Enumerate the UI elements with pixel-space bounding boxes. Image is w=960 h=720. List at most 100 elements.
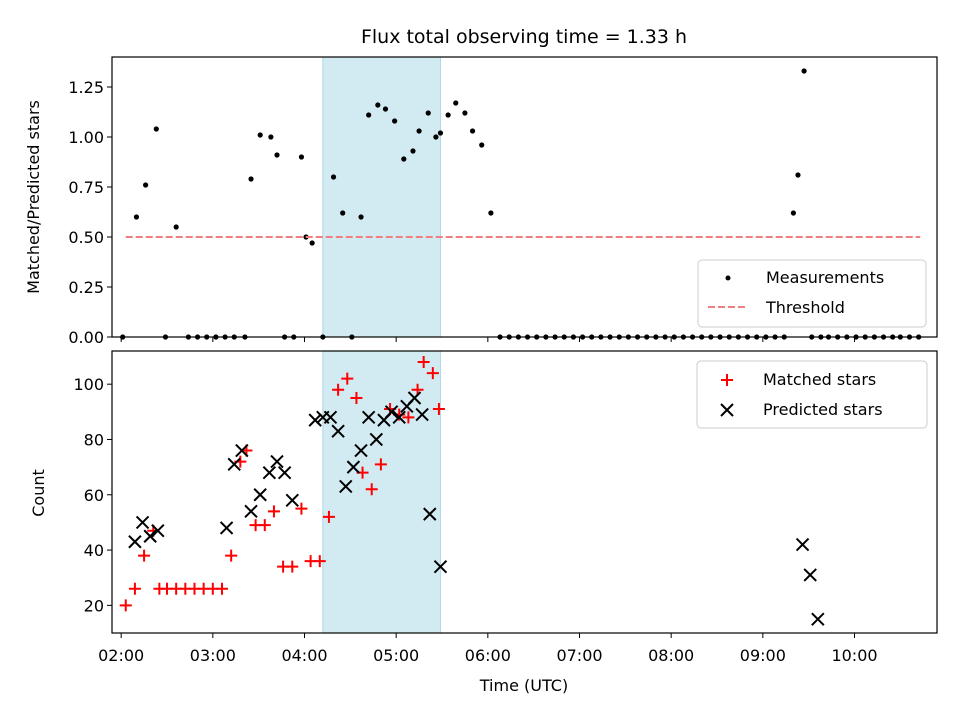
measurements-point [133, 214, 140, 220]
measurements-point [462, 110, 468, 116]
predicted-stars-point [392, 410, 406, 425]
y-tick-label: 0.50 [68, 228, 104, 247]
measurements-point [274, 152, 280, 158]
measurements-point [453, 100, 459, 106]
predicted-stars-point [384, 405, 399, 419]
legend-predicted-marker [720, 403, 734, 417]
y-tick-label: 0.75 [68, 178, 104, 197]
predicted-stars-point [219, 521, 234, 535]
legend-matched-marker [721, 374, 733, 386]
measurements-point [268, 134, 274, 140]
predicted-stars-point [235, 443, 249, 458]
predicted-stars-point [811, 612, 825, 626]
predicted-stars-point [227, 457, 241, 472]
predicted-stars-point [323, 410, 338, 425]
predicted-stars-point [277, 465, 292, 480]
x-tick-label: 08:00 [648, 646, 694, 665]
matched-stars-point [138, 549, 151, 562]
matched-stars-point [295, 502, 308, 515]
measurements-point [309, 240, 315, 246]
legend-threshold-label: Threshold [765, 298, 845, 317]
measurements-point [479, 142, 485, 148]
measurements-point [433, 134, 439, 140]
matched-stars-point [286, 560, 299, 573]
predicted-stars-point [354, 443, 368, 458]
measurements-point [437, 130, 444, 136]
measurements-point [425, 110, 431, 116]
bottom-plot-area: 20 40 60 80 100 02:00 03:00 04:00 05:00 06:00 07:0… [73, 350, 938, 665]
top-plot-area: 0.00 0.25 0.50 0.75 1.00 1.25 [68, 56, 938, 347]
x-tick-label: 10:00 [831, 646, 877, 665]
predicted-stars-point [143, 529, 157, 543]
predicted-stars-point [795, 537, 810, 552]
predicted-stars-point [346, 460, 361, 474]
matched-stars-point [225, 549, 238, 562]
predicted-stars-point [270, 454, 284, 469]
measurements-point [790, 210, 796, 216]
chart-title: Flux total observing time = 1.33 h [361, 26, 687, 48]
predicted-stars-point [369, 432, 384, 447]
predicted-stars-point [361, 410, 376, 425]
y-tick-label: 100 [73, 375, 104, 394]
legend-matched-label: Matched stars [763, 370, 876, 389]
legend-predicted-label: Predicted stars [763, 400, 883, 419]
bottom-y-axis-label: Count [29, 469, 48, 517]
measurements-point [298, 154, 305, 160]
x-tick-label: 03:00 [190, 646, 236, 665]
x-tick-label: 02:00 [98, 646, 144, 665]
axes-frame-1 [111, 350, 938, 634]
observing-span-1 [322, 350, 441, 634]
predicted-stars-point [339, 479, 353, 494]
x-tick-label: 07:00 [556, 646, 602, 665]
x-tick-label: 04:00 [281, 646, 327, 665]
matched-stars-point [350, 392, 363, 404]
measurements-point [257, 132, 263, 138]
measurements-point [248, 176, 254, 182]
measurements-point [153, 126, 159, 132]
predicted-stars-point [253, 488, 267, 502]
matched-stars-point [216, 582, 228, 595]
predicted-stars-point [423, 507, 437, 521]
matched-stars-point [432, 403, 445, 416]
measurements-point [366, 112, 372, 118]
matched-stars-point [374, 458, 387, 471]
y-tick-label: 80 [84, 430, 104, 449]
matched-stars-point [341, 372, 354, 385]
top-legend: Measurements Threshold [697, 259, 927, 328]
measurements-point [795, 172, 801, 178]
measurements-point [416, 128, 422, 134]
predicted-stars-point [128, 535, 142, 549]
y-tick-label: 20 [84, 596, 104, 615]
x-axis-label: Time (UTC) [479, 676, 568, 695]
matched-stars-point [322, 510, 335, 523]
measurements-point [340, 210, 346, 216]
matched-stars-point [417, 356, 430, 369]
measurements-point [143, 182, 149, 188]
measurements-point [358, 214, 364, 220]
predicted-stars-point [285, 493, 299, 508]
measurements-point [173, 224, 179, 230]
legend-measurements-label: Measurements [766, 268, 884, 287]
matched-stars-point [402, 411, 415, 424]
measurements-point [469, 128, 476, 134]
matched-stars-point [426, 367, 439, 380]
observing-span-0 [322, 56, 441, 338]
predicted-stars-point [415, 407, 429, 422]
measurements-point [488, 210, 494, 216]
matched-stars-point [267, 505, 280, 518]
measurements-point [382, 106, 389, 112]
predicted-stars-point [151, 523, 165, 538]
predicted-stars-point [407, 391, 422, 405]
predicted-stars-point [308, 413, 322, 427]
matched-stars-point [258, 519, 271, 532]
measurements-point [401, 156, 407, 162]
top-legend-frame [697, 259, 927, 328]
matched-stars-point [119, 599, 132, 612]
y-tick-label: 40 [84, 541, 104, 560]
predicted-stars-point [262, 465, 277, 480]
y-tick-label: 0.25 [68, 278, 104, 297]
predicted-stars-point [803, 568, 817, 582]
matched-stars-point [332, 383, 345, 396]
y-tick-label: 0.00 [68, 328, 104, 347]
measurements-point [445, 112, 451, 118]
